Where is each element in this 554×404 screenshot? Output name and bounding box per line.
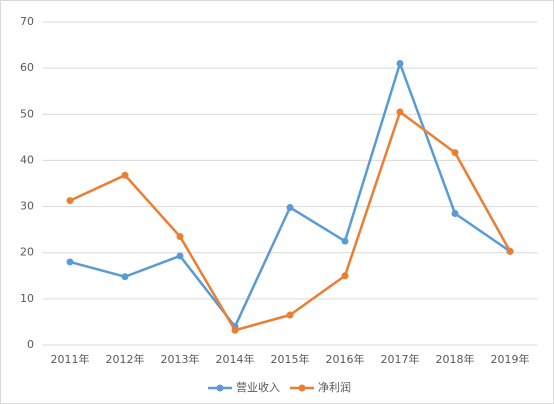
data-point: [66, 258, 74, 266]
y-tick-label: 20: [20, 246, 34, 259]
x-tick-label: 2018年: [436, 352, 475, 366]
data-point: [176, 252, 184, 260]
data-point: [176, 233, 184, 241]
x-tick-label: 2011年: [51, 352, 90, 366]
x-tick-label: 2015年: [271, 352, 310, 366]
y-tick-label: 0: [27, 338, 34, 351]
data-point: [231, 326, 239, 334]
x-tick-label: 2017年: [381, 352, 420, 366]
legend-label: 营业收入: [236, 380, 280, 394]
data-point: [286, 311, 294, 319]
legend-marker: [298, 384, 306, 392]
x-tick-label: 2019年: [491, 352, 530, 366]
data-point: [396, 108, 404, 116]
legend-marker: [216, 384, 224, 392]
y-tick-label: 50: [20, 107, 34, 120]
data-point: [286, 203, 294, 211]
data-point: [66, 197, 74, 205]
data-point: [451, 209, 459, 217]
data-point: [451, 149, 459, 157]
x-tick-label: 2013年: [161, 352, 200, 366]
y-tick-label: 60: [20, 61, 34, 74]
y-tick-label: 40: [20, 153, 34, 166]
x-tick-label: 2016年: [326, 352, 365, 366]
data-point: [341, 272, 349, 280]
data-point: [121, 273, 129, 281]
x-tick-label: 2014年: [216, 352, 255, 366]
y-tick-label: 10: [20, 292, 34, 305]
y-tick-label: 70: [20, 15, 34, 28]
data-point: [506, 247, 514, 255]
data-point: [121, 171, 129, 179]
y-tick-label: 30: [20, 200, 34, 213]
data-point: [396, 60, 404, 68]
legend-label: 净利润: [318, 380, 351, 394]
data-point: [341, 237, 349, 245]
x-tick-label: 2012年: [106, 352, 145, 366]
